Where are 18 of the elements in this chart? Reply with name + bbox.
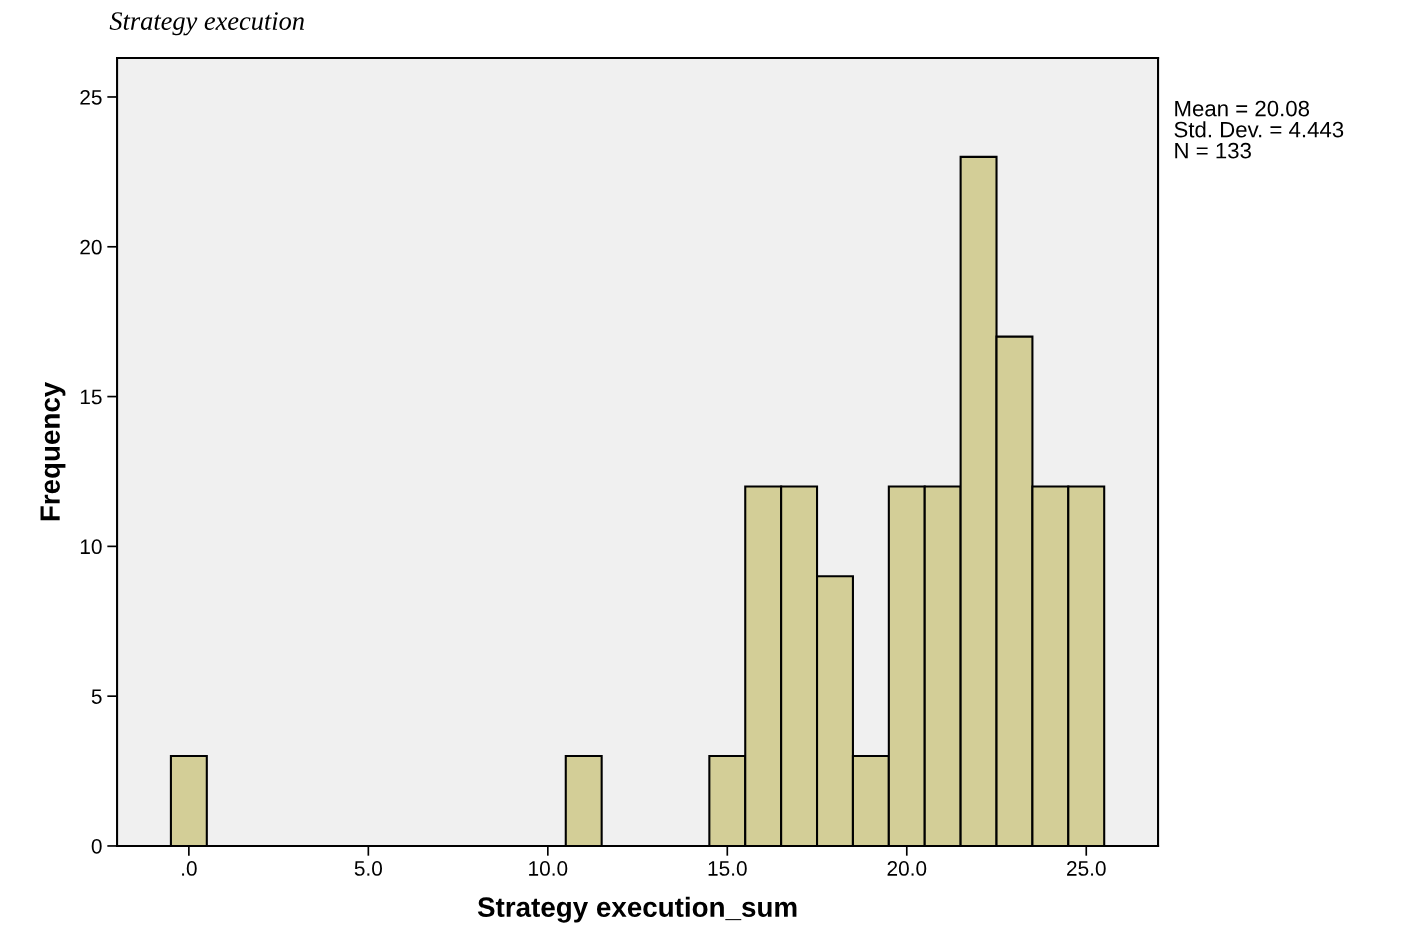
y-tick-label: 10 (80, 539, 102, 555)
x-tick-label: 20.0 (887, 861, 927, 876)
y-axis-title: Frequency (40, 381, 66, 521)
text: N = 133 (1175, 142, 1251, 159)
text: Mean = 20.08 (1175, 100, 1310, 117)
y-tick-label: 20 (80, 239, 102, 255)
x-tick-label: 10.0 (529, 861, 568, 876)
x-tick-label: 5.0 (354, 861, 383, 876)
x-tick-label: .0 (182, 861, 197, 876)
text: Std. Dev. = 4.443 (1174, 121, 1344, 138)
chart-title: Strategy execution (109, 12, 304, 36)
x-axis-title: Strategy execution_sum (477, 896, 797, 923)
x-tick-label: 15.0 (708, 861, 747, 876)
y-tick-label: 0 (91, 838, 102, 854)
y-tick-label: 15 (80, 389, 102, 405)
x-tick-label: 25.0 (1067, 861, 1106, 876)
y-tick-label: 5 (91, 689, 102, 704)
y-tick-label: 25 (80, 89, 102, 105)
